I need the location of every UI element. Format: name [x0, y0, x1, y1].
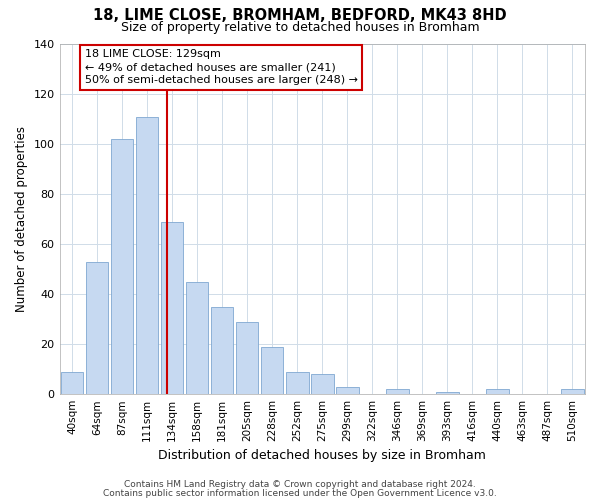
Bar [136, 116, 158, 394]
Bar [236, 322, 259, 394]
Bar [86, 262, 109, 394]
Y-axis label: Number of detached properties: Number of detached properties [15, 126, 28, 312]
Bar [161, 222, 184, 394]
Bar [261, 346, 283, 394]
Bar [211, 306, 233, 394]
Text: Contains HM Land Registry data © Crown copyright and database right 2024.: Contains HM Land Registry data © Crown c… [124, 480, 476, 489]
Bar [311, 374, 334, 394]
Bar [386, 389, 409, 394]
Bar [561, 389, 584, 394]
Bar [286, 372, 308, 394]
Bar [111, 139, 133, 394]
X-axis label: Distribution of detached houses by size in Bromham: Distribution of detached houses by size … [158, 450, 486, 462]
Bar [61, 372, 83, 394]
Bar [486, 389, 509, 394]
Bar [186, 282, 208, 394]
Text: Size of property relative to detached houses in Bromham: Size of property relative to detached ho… [121, 21, 479, 34]
Bar [336, 386, 359, 394]
Text: Contains public sector information licensed under the Open Government Licence v3: Contains public sector information licen… [103, 488, 497, 498]
Bar [436, 392, 458, 394]
Text: 18, LIME CLOSE, BROMHAM, BEDFORD, MK43 8HD: 18, LIME CLOSE, BROMHAM, BEDFORD, MK43 8… [93, 8, 507, 22]
Text: 18 LIME CLOSE: 129sqm
← 49% of detached houses are smaller (241)
50% of semi-det: 18 LIME CLOSE: 129sqm ← 49% of detached … [85, 49, 358, 86]
